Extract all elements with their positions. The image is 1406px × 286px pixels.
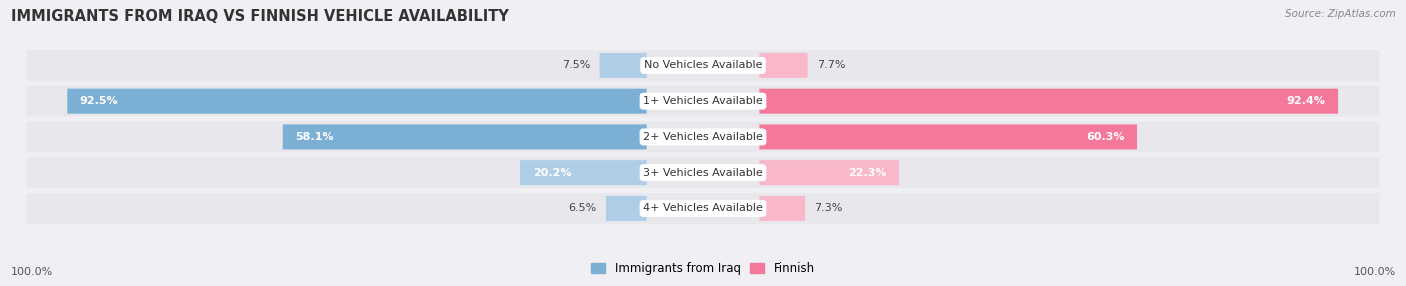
Text: 92.5%: 92.5% [80,96,118,106]
Text: 20.2%: 20.2% [533,168,571,178]
Text: Source: ZipAtlas.com: Source: ZipAtlas.com [1285,9,1396,19]
FancyBboxPatch shape [27,86,1379,117]
Text: 7.5%: 7.5% [562,60,591,70]
Text: 2+ Vehicles Available: 2+ Vehicles Available [643,132,763,142]
FancyBboxPatch shape [759,53,807,78]
Text: 7.7%: 7.7% [817,60,845,70]
FancyBboxPatch shape [520,160,647,185]
FancyBboxPatch shape [283,124,647,149]
FancyBboxPatch shape [759,89,1339,114]
FancyBboxPatch shape [599,53,647,78]
Text: 58.1%: 58.1% [295,132,333,142]
Text: 22.3%: 22.3% [848,168,887,178]
Text: 6.5%: 6.5% [568,203,596,213]
FancyBboxPatch shape [759,160,898,185]
FancyBboxPatch shape [67,89,647,114]
Legend: Immigrants from Iraq, Finnish: Immigrants from Iraq, Finnish [586,258,820,280]
FancyBboxPatch shape [27,157,1379,188]
FancyBboxPatch shape [759,124,1137,149]
FancyBboxPatch shape [27,193,1379,224]
Text: 100.0%: 100.0% [1354,267,1396,277]
FancyBboxPatch shape [759,196,806,221]
Text: IMMIGRANTS FROM IRAQ VS FINNISH VEHICLE AVAILABILITY: IMMIGRANTS FROM IRAQ VS FINNISH VEHICLE … [11,9,509,23]
Text: 3+ Vehicles Available: 3+ Vehicles Available [643,168,763,178]
FancyBboxPatch shape [27,50,1379,81]
FancyBboxPatch shape [27,122,1379,152]
Text: 1+ Vehicles Available: 1+ Vehicles Available [643,96,763,106]
FancyBboxPatch shape [606,196,647,221]
Text: 4+ Vehicles Available: 4+ Vehicles Available [643,203,763,213]
Text: 7.3%: 7.3% [814,203,842,213]
Text: 92.4%: 92.4% [1286,96,1326,106]
Text: 60.3%: 60.3% [1085,132,1125,142]
Text: 100.0%: 100.0% [11,267,53,277]
Text: No Vehicles Available: No Vehicles Available [644,60,762,70]
